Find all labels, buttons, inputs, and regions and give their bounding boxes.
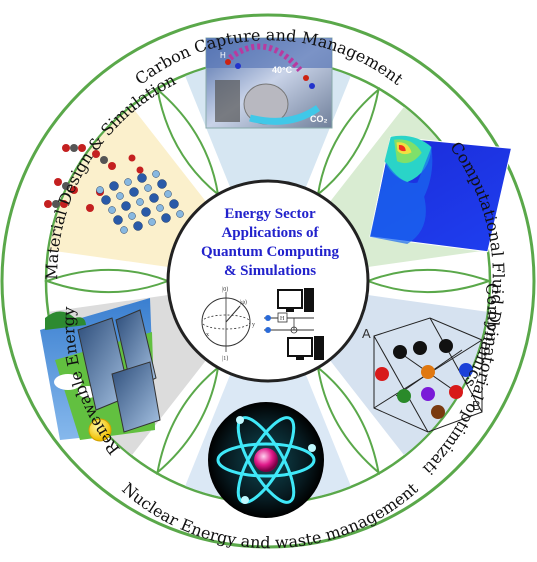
petal-separator [156, 87, 220, 197]
sector-wedge-combinatorial [329, 294, 487, 456]
bloch-psi-label: |ψ⟩ [240, 299, 247, 306]
lattice-atom [128, 212, 136, 220]
lattice-atom [164, 190, 172, 198]
lattice-atom [141, 207, 151, 217]
petal-separator [316, 365, 380, 475]
lattice-atom [108, 206, 116, 214]
bloch-y-label: y [252, 322, 255, 328]
lattice-atom [120, 226, 128, 234]
renewable-image [40, 298, 161, 442]
bloch-top-label: |0⟩ [222, 286, 229, 293]
lattice-atom [144, 184, 152, 192]
lattice-atom [136, 198, 144, 206]
lattice-atom [129, 187, 139, 197]
circuit-gate-label: H [280, 316, 285, 322]
petal-separator [316, 87, 380, 197]
petal-separator [365, 268, 492, 294]
quantum-circuit-icon: H [264, 288, 324, 360]
bloch-x-label: x [206, 332, 209, 338]
lattice-atom [133, 221, 143, 231]
petal-separator [156, 365, 220, 475]
lattice-atom [152, 170, 160, 178]
lattice-atom [156, 204, 164, 212]
lattice-atom [113, 215, 123, 225]
lattice-atom [121, 201, 131, 211]
combinatorial-label-a: A [362, 326, 371, 341]
combinatorial-label-b: B [472, 398, 481, 413]
sector-wedge-material [49, 106, 207, 268]
center-title-line-4: & Simulations [224, 263, 316, 279]
lattice-atom [137, 173, 147, 183]
carbon-h2-label: H [220, 51, 226, 60]
center-circle [166, 179, 370, 383]
lattice-atom [149, 193, 159, 203]
lattice-atom [116, 192, 124, 200]
lattice-atom [161, 213, 171, 223]
lattice-atom [124, 178, 132, 186]
petal-separator [44, 268, 171, 294]
material-design-image [44, 144, 184, 234]
crystal-lattice [96, 170, 184, 234]
carbon-co2-label: CO₂ [310, 114, 328, 124]
center-title-line-1: Energy Sector [224, 206, 316, 222]
lattice-atom [157, 179, 167, 189]
cfd-image [369, 135, 513, 253]
nuclear-image [208, 402, 324, 518]
lattice-atom [169, 199, 179, 209]
lattice-atom [109, 181, 119, 191]
lattice-atom [148, 218, 156, 226]
lattice-atom [96, 186, 104, 194]
lattice-atom [176, 210, 184, 218]
carbon-temp-label: 40°C [272, 65, 293, 75]
bloch-sphere-icon: |0⟩ |1⟩ |ψ⟩ x y [201, 286, 255, 362]
combinatorial-image: A B [362, 317, 483, 433]
bloch-bottom-label: |1⟩ [222, 355, 229, 362]
center-title-line-3: Quantum Computing [201, 244, 339, 260]
center-title-line-2: Applications of [221, 225, 319, 241]
lattice-atom [101, 195, 111, 205]
center-title: Energy Sector Applications of Quantum Co… [201, 206, 339, 279]
petal-separators [44, 87, 492, 475]
carbon-capture-image: H 40°C CO₂ [205, 37, 333, 129]
